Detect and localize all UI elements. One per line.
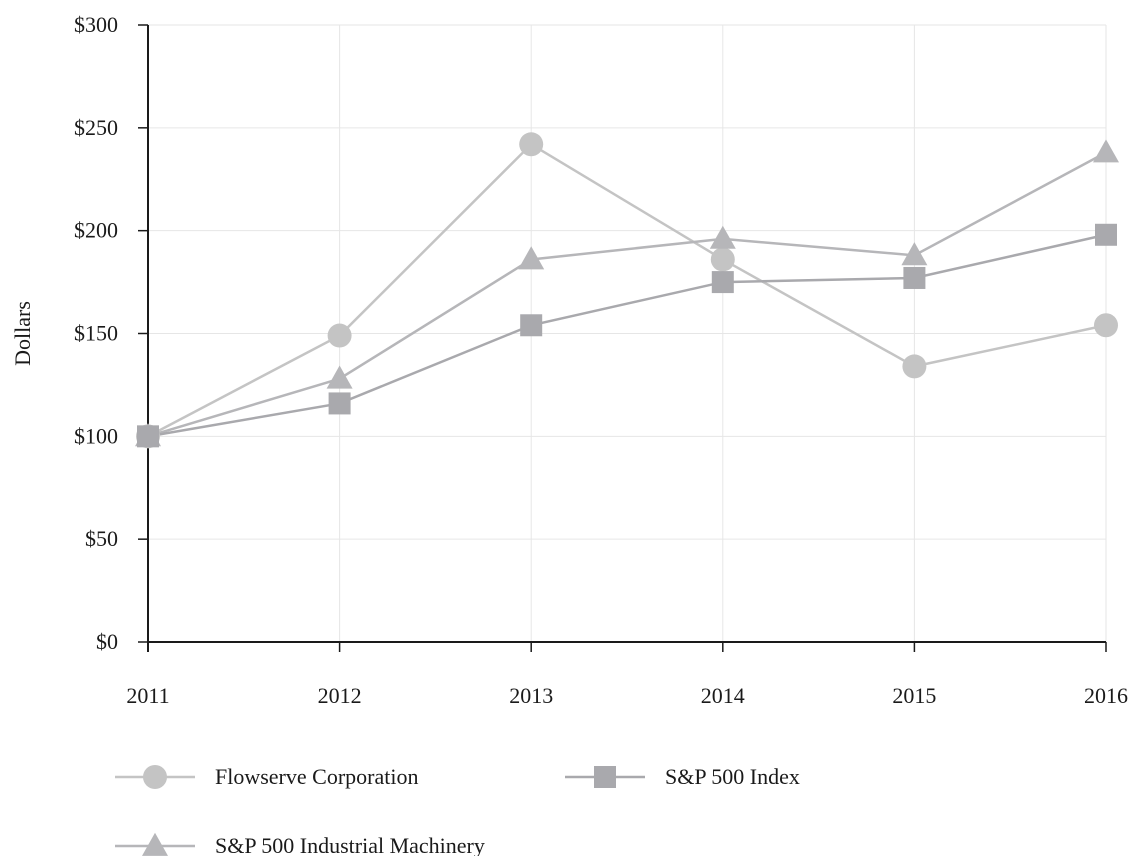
data-point-square	[1095, 223, 1117, 246]
legend-marker-square	[594, 766, 616, 788]
axis-layer	[138, 24, 1107, 652]
data-point-triangle	[1093, 139, 1119, 163]
y-tick-label: $200	[74, 218, 118, 243]
series-layer	[135, 132, 1119, 449]
data-point-circle	[1094, 313, 1118, 338]
y-tick-label: $300	[74, 12, 118, 37]
x-tick-label: 2016	[1084, 683, 1128, 708]
data-point-square	[903, 266, 926, 289]
legend-label: S&P 500 Industrial Machinery	[215, 833, 485, 856]
x-tick-label: 2015	[892, 683, 936, 708]
legend-item: Flowserve Corporation	[115, 764, 418, 789]
data-point-circle	[710, 247, 735, 272]
x-tick-label: 2014	[701, 683, 745, 708]
data-point-circle	[519, 132, 544, 157]
legend-item: S&P 500 Index	[565, 764, 800, 789]
y-tick-label: $100	[74, 423, 118, 448]
data-point-square	[711, 271, 734, 294]
legend: Flowserve Corporation S&P 500 Index S&P 50…	[115, 764, 800, 856]
legend-marker-triangle	[142, 832, 168, 856]
data-point-triangle	[518, 246, 545, 270]
x-tick-label: 2013	[509, 683, 553, 708]
legend-item: S&P 500 Industrial Machinery	[115, 832, 485, 856]
legend-label: S&P 500 Index	[665, 764, 800, 789]
data-point-triangle	[709, 225, 736, 249]
y-tick-label: $150	[74, 321, 118, 346]
series-line-triangle	[147, 151, 1107, 438]
data-point-square	[520, 314, 543, 337]
y-tick-label: $50	[85, 526, 118, 551]
data-point-square	[328, 392, 351, 415]
series-line-circle	[147, 142, 1107, 438]
data-point-triangle	[901, 242, 928, 266]
data-point-square	[137, 425, 159, 448]
grid-layer	[148, 24, 1107, 642]
y-tick-label: $0	[96, 629, 118, 654]
y-axis-title: Dollars	[10, 301, 35, 366]
x-tick-label: 2012	[318, 683, 362, 708]
legend-marker-circle	[143, 765, 167, 789]
data-point-triangle	[326, 365, 353, 389]
series-line-square	[147, 233, 1107, 438]
x-tick-label: 2011	[126, 683, 169, 708]
label-layer: $0 $50 $100 $150 $200 $250 $300 2011 2012 2013 201…	[10, 12, 1128, 708]
data-point-circle	[902, 354, 927, 379]
data-point-circle	[327, 323, 352, 348]
legend-label: Flowserve Corporation	[215, 764, 418, 789]
y-tick-label: $250	[74, 115, 118, 140]
